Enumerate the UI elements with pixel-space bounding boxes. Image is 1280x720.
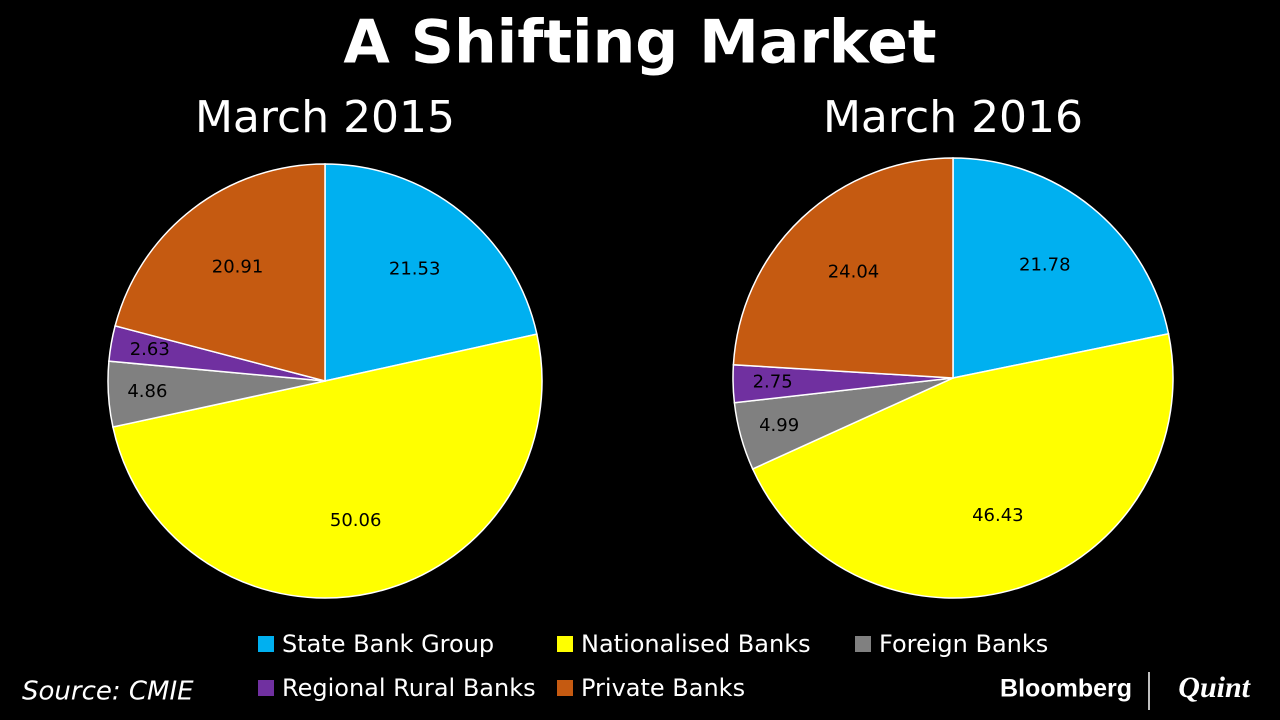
data-label: 21.53 [389, 258, 441, 279]
data-label: 50.06 [330, 510, 382, 531]
brand-partner: Quint [1178, 671, 1251, 704]
pie-slice [112, 333, 543, 599]
legend-label: Regional Rural Banks [282, 674, 536, 702]
legend-label: Private Banks [581, 674, 745, 702]
data-label: 20.91 [212, 257, 264, 278]
legend-label: Foreign Banks [879, 630, 1048, 658]
chart-subtitle: March 2016 [823, 92, 1083, 143]
pie-slice [732, 157, 954, 379]
data-label: 2.75 [753, 372, 793, 393]
legend-swatch [557, 636, 573, 652]
data-label: 2.63 [130, 339, 170, 360]
chart-subtitle: March 2015 [195, 92, 455, 143]
title: A Shifting Market [343, 8, 936, 78]
legend-swatch [258, 636, 274, 652]
data-label: 4.99 [759, 415, 799, 436]
data-label: 24.04 [828, 261, 880, 282]
legend-label: State Bank Group [282, 630, 494, 658]
legend-label: Nationalised Banks [581, 630, 811, 658]
pie-slice [114, 163, 326, 382]
data-label: 21.78 [1019, 254, 1071, 275]
legend-swatch [557, 680, 573, 696]
legend-swatch [855, 636, 871, 652]
data-label: 4.86 [127, 381, 167, 402]
pie-slice [324, 163, 538, 382]
legend-swatch [258, 680, 274, 696]
pie-slice [952, 157, 1170, 379]
brand-name: Bloomberg [1000, 675, 1132, 703]
data-label: 46.43 [972, 505, 1024, 526]
pie-slice [751, 332, 1174, 599]
source: Source: CMIE [22, 677, 194, 707]
